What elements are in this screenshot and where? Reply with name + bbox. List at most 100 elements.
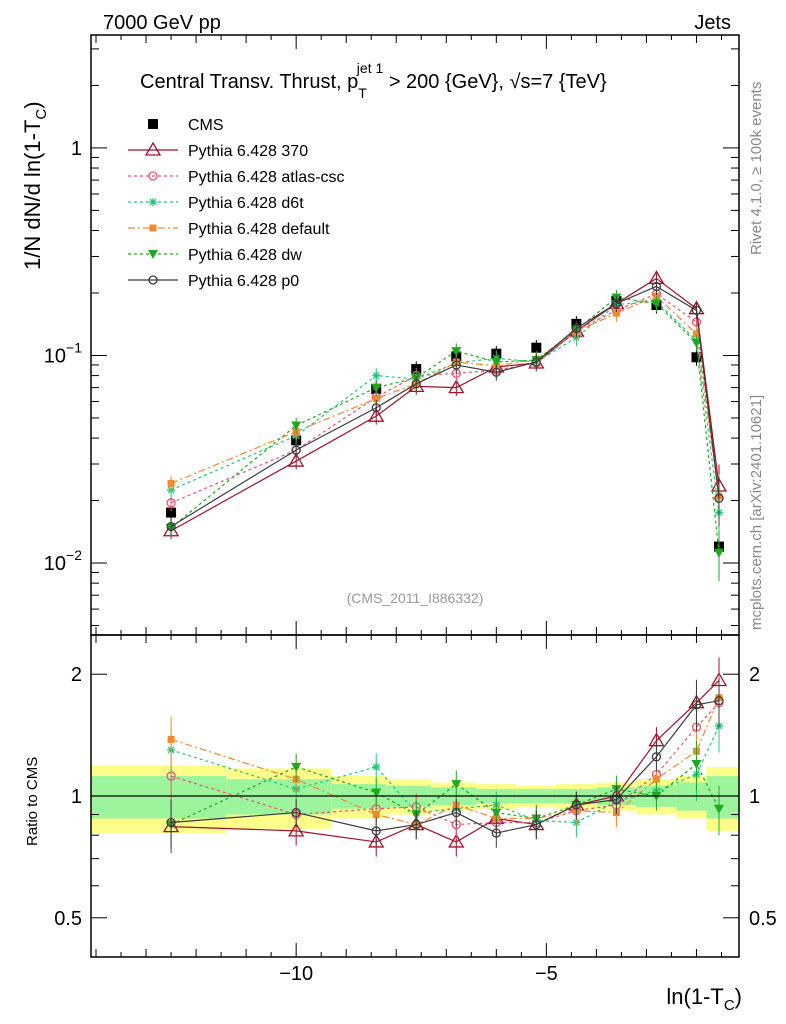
data-point <box>451 360 461 370</box>
mcplots-label: mcplots.cern.ch [arXiv:2401.10621] <box>748 394 765 630</box>
legend-label: Pythia 6.428 dw <box>188 247 302 264</box>
data-point <box>448 379 465 394</box>
legend-entry-5: Pythia 6.428 dw <box>128 247 302 264</box>
series-line <box>170 285 720 527</box>
data-point <box>166 507 177 518</box>
legend-marker <box>149 198 157 206</box>
ratio-point <box>451 780 462 790</box>
data-point <box>491 358 502 368</box>
series-4 <box>167 288 723 525</box>
data-point <box>611 298 622 309</box>
band-green <box>226 779 332 815</box>
legend-marker <box>148 171 158 181</box>
ytick-exponent: −2 <box>66 547 82 563</box>
ytick-label: 10−1 <box>44 339 82 367</box>
legend-marker <box>148 119 158 129</box>
series-5 <box>166 289 724 582</box>
data-point <box>691 338 702 348</box>
legend-marker <box>149 224 157 232</box>
legend-label: Pythia 6.428 370 <box>188 143 308 160</box>
series-6 <box>166 278 724 535</box>
ratio-point <box>371 826 381 836</box>
ratio-line <box>170 725 720 824</box>
legend-entry-1: Pythia 6.428 370 <box>128 141 308 160</box>
title-sub: T <box>358 85 367 101</box>
data-point <box>368 407 385 422</box>
band-green <box>91 776 227 819</box>
ratio-point <box>372 811 380 819</box>
main-series-layer <box>162 270 728 582</box>
data-point <box>371 403 381 413</box>
y-axis-label: 1/N dN/d ln(1-TC) <box>20 101 50 270</box>
legend-marker <box>144 141 162 156</box>
ratio-line <box>171 700 720 834</box>
chart-title: Central Transv. Thrust, pTjet 1 > 200 {G… <box>140 60 607 101</box>
ratio-point <box>691 700 702 710</box>
ratio-point <box>652 775 660 783</box>
legend-entry-2: Pythia 6.428 atlas-csc <box>128 169 345 186</box>
data-point <box>166 521 176 532</box>
legend-label: Pythia 6.428 d6t <box>188 195 304 212</box>
data-point <box>571 323 582 334</box>
ytick-label: 10−2 <box>44 547 82 575</box>
ratio-line <box>170 697 720 826</box>
series-line <box>170 293 720 504</box>
data-point <box>691 305 702 315</box>
ratio-line <box>171 680 720 843</box>
ratio-point <box>288 822 305 837</box>
legend-label: Pythia 6.428 p0 <box>188 273 299 290</box>
ratio-point <box>691 759 702 769</box>
xtick-label: −5 <box>535 963 558 985</box>
legend-entry-4: Pythia 6.428 default <box>128 221 330 238</box>
data-point <box>612 309 620 317</box>
title-suffix: > 200 {GeV}, √s=7 {TeV} <box>383 71 607 93</box>
series-line <box>170 296 720 553</box>
data-point <box>372 371 381 380</box>
x-axis-label-close: ) <box>735 984 742 1009</box>
x-axis-label-sub: C <box>724 997 735 1014</box>
y-axis-label-close: ) <box>20 101 45 108</box>
legend-entry-0: CMS <box>148 117 224 134</box>
ratio-point <box>571 800 582 810</box>
series-1 <box>162 270 728 540</box>
data-point <box>692 330 700 338</box>
legend-marker <box>148 275 158 285</box>
ratio-point <box>651 752 662 762</box>
rivet-label: Rivet 4.1.0, ≥ 100k events <box>748 81 765 255</box>
ratio-point <box>491 808 502 818</box>
axis-labels: 1 10−1 10−2 2 2 1 1 0.5 0.5 −10 −5 ln(1-TC) 1/N dN/d… <box>20 101 777 1014</box>
data-point <box>291 421 302 431</box>
data-point <box>491 367 501 377</box>
ratio-ytick-label-right: 2 <box>749 664 760 686</box>
legend-entry-3: Pythia 6.428 d6t <box>128 195 304 212</box>
axis-ticks <box>91 35 739 958</box>
ratio-ylabel: Ratio to CMS <box>24 757 41 846</box>
ytick-label: 1 <box>71 138 82 160</box>
ratio-point <box>372 762 381 771</box>
ratio-point <box>531 819 541 830</box>
ratio-ytick-label-left: 0.5 <box>54 908 82 930</box>
ratio-point <box>167 735 175 743</box>
series-line <box>170 295 720 497</box>
x-axis-label: ln(1-TC) <box>666 984 742 1014</box>
ratio-ytick-label-right: 1 <box>749 786 760 808</box>
ratio-ytick-label-left: 2 <box>71 664 82 686</box>
data-point <box>451 347 462 357</box>
ratio-point <box>451 807 461 818</box>
band-green <box>706 776 739 819</box>
y-axis-label-sub: C <box>33 109 50 120</box>
ratio-ytick-label-right: 0.5 <box>749 908 777 930</box>
title-sup: jet 1 <box>356 60 384 76</box>
data-point <box>372 395 380 403</box>
ratio-point <box>713 804 724 814</box>
data-point <box>713 548 724 558</box>
ratio-point <box>491 828 501 838</box>
data-point <box>166 498 176 508</box>
watermark: (CMS_2011_I886332) <box>347 590 484 606</box>
data-point <box>691 352 702 363</box>
legend-entry-6: Pythia 6.428 p0 <box>128 273 299 290</box>
ratio-point <box>291 762 302 772</box>
xtick-label: −10 <box>279 963 313 985</box>
ratio-line <box>170 763 720 826</box>
